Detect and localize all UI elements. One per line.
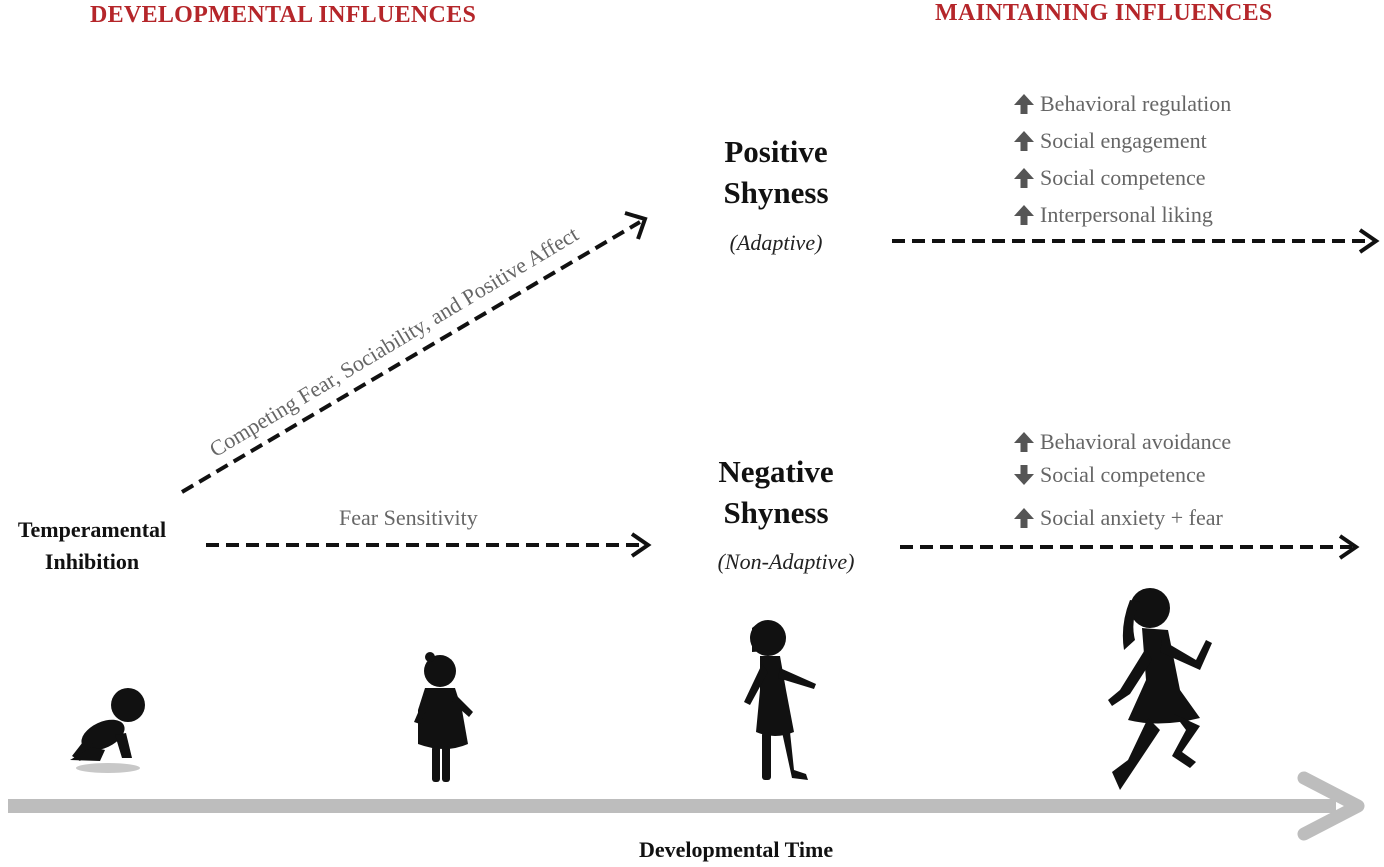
header-maintaining-influences: MAINTAINING INFLUENCES	[935, 0, 1273, 26]
negative-influence-label: Social anxiety + fear	[1040, 505, 1223, 530]
negative-influence-label: Social competence	[1040, 462, 1206, 487]
temperamental-inhibition-line2: Inhibition	[44, 549, 140, 574]
negative-maintaining-arrow	[900, 534, 1360, 560]
child-silhouette	[744, 620, 816, 780]
lower-path-arrow	[206, 532, 652, 558]
positive-influence-item: Social engagement	[1012, 126, 1207, 156]
upper-path-arrow	[180, 211, 648, 494]
positive-shyness-node: Positive Shyness	[690, 131, 862, 213]
positive-influence-label: Behavioral regulation	[1040, 91, 1232, 116]
negative-shyness-line2: Shyness	[723, 495, 829, 530]
developmental-time-label: Developmental Time	[639, 837, 834, 862]
positive-maintaining-arrow	[892, 228, 1380, 254]
positive-shyness-subtitle: (Adaptive)	[729, 230, 823, 255]
positive-influence-item: Behavioral regulation	[1012, 89, 1231, 119]
positive-influence-item: Social competence	[1012, 163, 1206, 193]
positive-influence-label: Social engagement	[1040, 128, 1207, 153]
positive-shyness-line1: Positive	[724, 134, 828, 169]
infant-crawling-silhouette	[70, 688, 145, 773]
up-arrow-icon	[1014, 94, 1034, 114]
header-developmental-influences: DEVELOPMENTAL INFLUENCES	[90, 2, 477, 28]
negative-influence-item: Social competence	[1012, 460, 1206, 490]
negative-shyness-line1: Negative	[718, 454, 834, 489]
negative-influence-item: Behavioral avoidance	[1012, 427, 1231, 457]
up-arrow-icon	[1014, 508, 1034, 528]
developmental-time-arrow	[8, 771, 1365, 841]
running-girl-silhouette	[1108, 588, 1212, 790]
negative-influence-item: Social anxiety + fear	[1012, 503, 1223, 533]
up-arrow-icon	[1014, 131, 1034, 151]
up-arrow-icon	[1014, 205, 1034, 225]
negative-shyness-node: Negative Shyness	[690, 451, 862, 533]
positive-influence-label: Interpersonal liking	[1040, 202, 1213, 227]
negative-influence-label: Behavioral avoidance	[1040, 429, 1232, 454]
down-arrow-icon	[1014, 465, 1034, 485]
positive-influence-item: Interpersonal liking	[1012, 200, 1213, 230]
positive-shyness-line2: Shyness	[723, 175, 829, 210]
lower-path-label: Fear Sensitivity	[339, 505, 478, 530]
negative-shyness-subtitle: (Non-Adaptive)	[717, 549, 855, 574]
temperamental-inhibition-node: Temperamental Inhibition	[0, 514, 184, 578]
up-arrow-icon	[1014, 168, 1034, 188]
up-arrow-icon	[1014, 432, 1034, 452]
toddler-silhouette	[414, 652, 473, 782]
temperamental-inhibition-line1: Temperamental	[17, 517, 167, 542]
positive-influence-label: Social competence	[1040, 165, 1206, 190]
